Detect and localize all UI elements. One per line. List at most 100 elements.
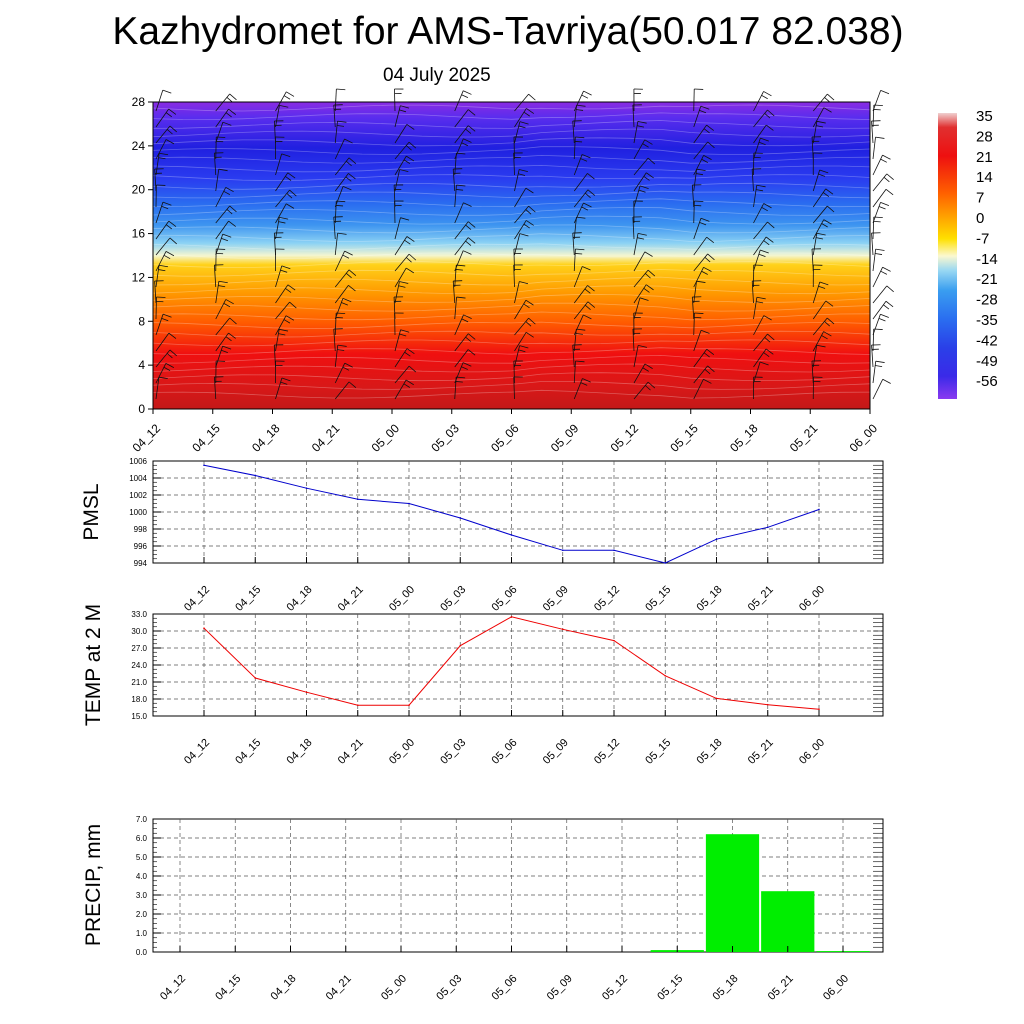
wind-barb-shaft: [872, 301, 887, 320]
pmsl-x-axis: 04_12 04_15 04_18 04_21 05_00 05_03 05_06 05_09…: [182, 557, 827, 614]
wind-barb-shaft: [811, 361, 814, 384]
wind-barb-shaft: [275, 329, 280, 352]
wind-barb-shaft: [812, 93, 828, 112]
wind-barb: [155, 264, 168, 288]
wind-barb-feather: [286, 193, 293, 199]
wind-barb-feather: [886, 173, 894, 181]
wind-barb-feather: [342, 186, 352, 191]
wind-barb: [513, 152, 523, 176]
wind-barb-shaft: [633, 185, 641, 208]
heatmap-contour-line: [152, 347, 871, 355]
heatmap-contour-line: [152, 190, 871, 199]
wind-barb: [215, 136, 226, 160]
wind-barb: [811, 360, 821, 384]
wind-barb-feather: [456, 152, 466, 155]
wind-barb: [693, 154, 712, 176]
wind-barb: [454, 221, 476, 240]
wind-barb-shaft: [573, 378, 583, 400]
data-point: [613, 549, 615, 552]
wind-barb-feather: [342, 366, 350, 371]
wind-barb: [753, 348, 774, 368]
wind-barb-feather: [163, 254, 171, 260]
wind-barb: [454, 264, 466, 288]
heatmap-contour-line: [152, 321, 871, 329]
wind-barb-shaft: [394, 379, 407, 400]
wind-barb-shaft: [275, 105, 280, 128]
wind-barb-shaft: [871, 121, 874, 144]
wind-barb-feather: [701, 270, 708, 275]
heatmap-x-tick-label: 05_06: [488, 421, 522, 455]
wind-barb-shaft: [872, 314, 881, 336]
wind-barb-feather: [283, 319, 291, 324]
wind-barb-shaft: [573, 202, 584, 224]
wind-barb: [334, 120, 347, 144]
wind-barb-feather: [398, 285, 406, 288]
wind-barb-shaft: [275, 189, 290, 208]
wind-barb-shaft: [514, 108, 527, 128]
wind-barb-feather: [761, 95, 768, 100]
wind-barb-shaft: [633, 251, 646, 272]
wind-barb-feather: [399, 169, 409, 173]
wind-barb: [394, 217, 410, 240]
wind-barb: [633, 232, 647, 256]
wind-barb-feather: [637, 232, 647, 236]
x-tick-label: 05_18: [711, 973, 741, 1003]
colorbar-label: -14: [976, 251, 998, 268]
wind-barb: [275, 265, 291, 288]
wind-barb-feather: [575, 141, 583, 143]
wind-barb: [812, 205, 835, 224]
wind-barb: [872, 360, 885, 384]
precip-bar: [761, 891, 815, 952]
wind-barb: [812, 152, 823, 176]
wind-barb-feather: [706, 124, 714, 131]
colorbar-label: 28: [976, 128, 993, 145]
wind-barb: [514, 332, 534, 352]
wind-barb-shaft: [751, 169, 754, 192]
y-tick-label: 1.0: [136, 929, 148, 938]
wind-barb-feather: [880, 313, 889, 318]
wind-barb: [155, 251, 175, 272]
wind-barb: [753, 264, 763, 288]
wind-barb-feather: [823, 107, 832, 113]
wind-barb-feather: [399, 333, 407, 337]
wind-barb-shaft: [872, 154, 883, 176]
wind-barb-feather: [821, 223, 828, 228]
wind-barb: [812, 300, 834, 320]
heatmap-contour-line: [152, 182, 871, 190]
wind-barb-feather: [225, 336, 232, 342]
wind-barb-feather: [696, 280, 706, 283]
wind-barb-shaft: [812, 281, 821, 304]
wind-barb-feather: [519, 233, 529, 237]
wind-barb: [573, 266, 591, 288]
wind-barb-feather: [222, 345, 232, 350]
colorbar-label: 21: [976, 149, 993, 166]
wind-barb-feather: [463, 90, 472, 95]
wind-barb-feather: [168, 108, 177, 115]
wind-barb-feather: [707, 365, 715, 373]
wind-barb-shaft: [275, 172, 289, 192]
wind-barb-feather: [456, 264, 466, 267]
wind-barb-feather: [765, 348, 774, 355]
wind-barb-feather: [345, 176, 352, 182]
wind-barb: [632, 104, 642, 128]
wind-barb-shaft: [812, 300, 827, 320]
wind-barb-feather: [763, 91, 772, 97]
wind-barb: [633, 251, 653, 272]
wind-barb-shaft: [454, 153, 457, 176]
wind-barb-feather: [225, 299, 234, 305]
wind-barb: [753, 124, 774, 144]
wind-barb: [693, 378, 712, 400]
wind-barb-shaft: [334, 186, 344, 208]
wind-barb-shaft: [632, 105, 635, 128]
wind-barb: [871, 120, 881, 144]
wind-barb-feather: [404, 239, 411, 245]
wind-barb-feather: [587, 285, 595, 292]
wind-barb-shaft: [454, 109, 469, 128]
wind-barb-shaft: [812, 188, 827, 208]
wind-barb-feather: [523, 303, 530, 309]
wind-barb-shaft: [693, 379, 704, 400]
wind-barb-feather: [827, 205, 835, 213]
heatmap-x-tick-label: 05_00: [369, 421, 403, 455]
wind-barb-shaft: [812, 219, 825, 240]
